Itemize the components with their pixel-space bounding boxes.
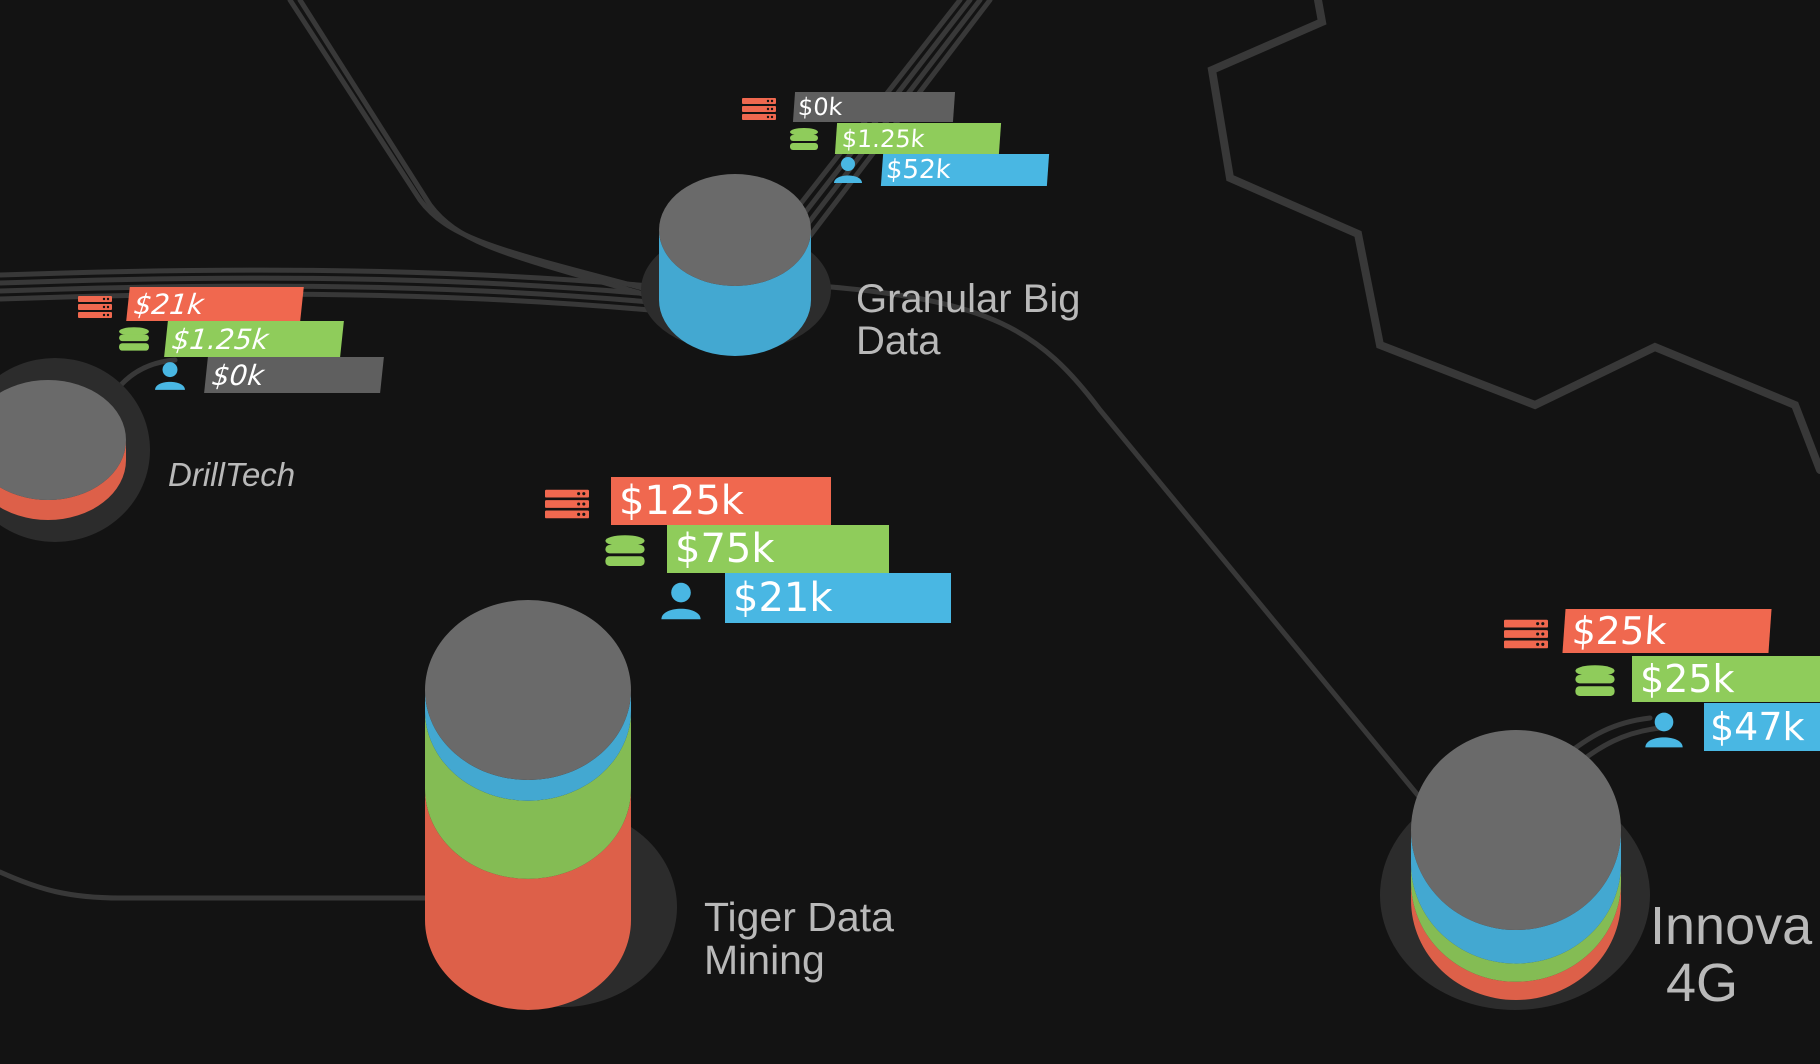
cylinder-segment-storage — [425, 710, 631, 879]
connection-line — [0, 869, 463, 901]
connection-line — [0, 275, 653, 297]
users-value-text: $52k — [884, 155, 952, 185]
users-value: $47k — [1704, 703, 1820, 751]
storage-value: $1.25k — [164, 321, 344, 357]
servers-value-text: $25k — [1570, 609, 1669, 653]
cylinder-segment-servers — [1411, 881, 1621, 1000]
users-value-text: $21k — [733, 575, 833, 621]
server-stack-icon — [545, 489, 589, 519]
storage-value-text: $75k — [675, 526, 775, 572]
storage-value: $25k — [1632, 656, 1820, 702]
user-icon — [661, 582, 701, 620]
servers-value-text: $0k — [797, 93, 844, 121]
cylinder-top[interactable] — [659, 174, 811, 286]
users-value-text: $47k — [1710, 705, 1805, 749]
storage-value-text: $1.25k — [841, 124, 926, 153]
servers-value-text: $125k — [619, 478, 744, 524]
region-boundary — [1207, 0, 1820, 474]
servers-value: $0k — [792, 92, 956, 122]
servers-value: $21k — [126, 287, 304, 321]
node-label: Tiger Data Mining — [704, 894, 894, 984]
users-value-text: $0k — [210, 358, 266, 392]
servers-value: $25k — [1562, 609, 1772, 653]
cylinder-segment-users — [425, 690, 631, 801]
server-stack-icon — [742, 98, 776, 120]
storage-value: $1.25k — [834, 123, 1002, 154]
cylinder-top[interactable] — [425, 600, 631, 780]
user-icon — [834, 157, 862, 183]
node-label: Granular Big Data — [856, 278, 1081, 362]
connection-line — [0, 267, 653, 289]
cylinder-segment-users — [659, 230, 811, 356]
cylinder-segment-servers — [0, 440, 126, 520]
user-icon — [155, 362, 185, 390]
connection-line — [0, 283, 653, 305]
server-stack-icon — [78, 296, 112, 318]
user-icon — [1645, 712, 1683, 748]
users-value: $0k — [204, 357, 384, 393]
node-label: DrillTech — [168, 456, 296, 493]
storage-value-text: $1.25k — [170, 322, 271, 356]
node-label: Innova 4G — [1650, 898, 1820, 1011]
database-icon — [1575, 665, 1615, 696]
server-stack-icon — [1504, 619, 1548, 649]
users-value: $52k — [880, 154, 1050, 186]
node-label-line: Mining — [704, 937, 825, 984]
database-icon — [119, 327, 149, 351]
node-label-line: Innova — [1650, 898, 1813, 956]
connection-line — [817, 283, 1443, 825]
cylinder-top[interactable] — [1411, 730, 1621, 930]
database-icon — [605, 535, 645, 566]
users-value: $21k — [725, 573, 951, 623]
cylinder-segment-servers — [425, 788, 631, 1010]
servers-value-text: $21k — [132, 287, 206, 321]
storage-value: $75k — [667, 525, 889, 573]
node-label-line: Granular Big — [856, 277, 1081, 321]
node-label-line: Data — [856, 319, 941, 363]
cylinder-top[interactable] — [0, 380, 126, 500]
cylinder-segment-storage — [1411, 863, 1621, 982]
servers-value: $125k — [611, 477, 831, 525]
cylinder-segment-users — [1411, 830, 1621, 964]
node-cylinders — [0, 174, 1621, 1010]
node-label-line: DrillTech — [168, 456, 296, 493]
node-label-line: 4G — [1666, 952, 1739, 1012]
database-icon — [790, 128, 818, 150]
connection-line — [297, 0, 653, 299]
storage-value-text: $25k — [1640, 657, 1735, 701]
node-label-line: Tiger Data — [704, 894, 894, 940]
